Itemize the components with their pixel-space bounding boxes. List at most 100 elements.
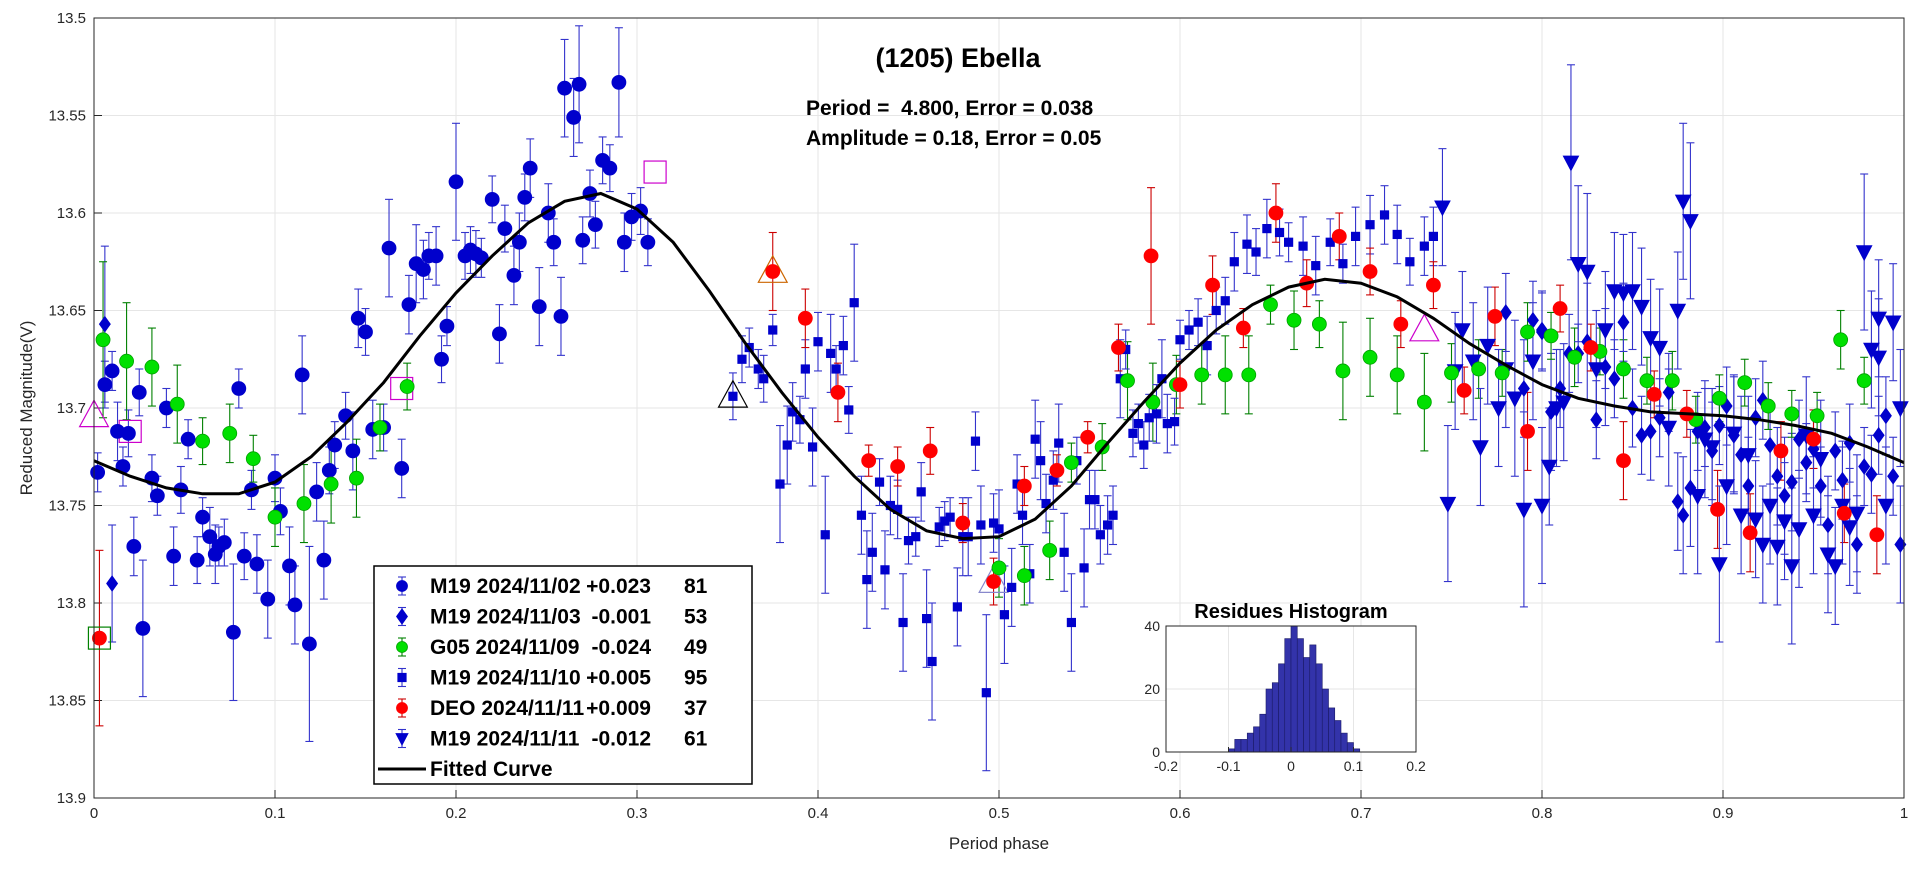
data-point	[1490, 401, 1507, 418]
open-marker	[643, 160, 667, 184]
data-point	[1453, 323, 1471, 340]
data-point	[1311, 261, 1321, 271]
data-point	[1784, 406, 1800, 422]
open-marker	[1408, 313, 1440, 342]
data-point	[1172, 377, 1188, 393]
amplitude-stats: Amplitude = 0.18, Error = 0.05	[806, 127, 1102, 150]
data-point	[97, 377, 113, 393]
x-tick-label: 1	[1900, 805, 1908, 822]
data-point	[522, 160, 538, 176]
data-point	[1263, 297, 1278, 313]
data-point	[826, 348, 836, 359]
data-point	[394, 461, 410, 476]
data-point	[1080, 429, 1096, 445]
main-ticks: 0 0.1 0.2 0.3 0.4 0.5 0.6 0.7 0.8 0.9 1 13.5 13.55 13…	[48, 10, 1908, 822]
data-point	[952, 602, 962, 612]
legend-series-name: DEO 2024/11/11	[430, 697, 584, 720]
data-point	[991, 560, 1007, 576]
data-point	[874, 477, 885, 487]
data-point	[1145, 394, 1161, 410]
histogram-bar	[1278, 663, 1286, 753]
data-point	[1552, 301, 1568, 316]
data-point	[571, 76, 587, 92]
data-point	[345, 443, 361, 459]
data-point	[231, 381, 247, 396]
data-point	[95, 332, 111, 348]
hist-y-tick-label: 20	[1144, 681, 1160, 697]
data-point	[1520, 324, 1535, 340]
data-point	[1569, 256, 1587, 273]
data-point	[1608, 370, 1621, 388]
data-point	[1205, 277, 1220, 293]
histogram-bar	[1265, 688, 1273, 753]
data-point	[1805, 508, 1822, 525]
x-tick-label: 0.4	[808, 805, 829, 822]
data-point	[1578, 264, 1596, 281]
data-point	[1555, 395, 1573, 412]
data-point	[994, 524, 1004, 534]
data-point	[1833, 332, 1849, 348]
x-tick-label: 0.9	[1713, 805, 1734, 822]
data-point	[1870, 350, 1888, 367]
data-point	[1211, 305, 1221, 316]
data-point	[1362, 349, 1378, 365]
data-point	[1143, 248, 1159, 264]
data-point	[1677, 506, 1690, 524]
data-point	[986, 574, 1001, 589]
data-point	[1850, 536, 1863, 553]
data-point	[1739, 448, 1757, 465]
fitted-curve	[93, 191, 1905, 541]
legend-series-name: M19 2024/11/03	[430, 606, 581, 629]
data-point	[1764, 436, 1777, 454]
data-point	[782, 440, 792, 450]
data-point	[922, 614, 932, 624]
data-point	[90, 464, 106, 480]
data-point	[296, 496, 312, 511]
data-point	[988, 518, 999, 528]
data-point	[922, 443, 938, 459]
data-point	[1456, 383, 1472, 398]
data-point	[1362, 264, 1378, 279]
legend-series-count: 49	[684, 636, 707, 659]
data-point	[180, 431, 196, 447]
data-point	[301, 636, 317, 652]
data-point	[1587, 362, 1605, 379]
data-point	[1696, 432, 1714, 449]
data-point	[1389, 367, 1405, 383]
data-point	[135, 620, 151, 636]
data-point	[1286, 312, 1302, 328]
data-point	[1079, 563, 1089, 573]
series-3-points	[728, 210, 1438, 698]
data-point	[981, 688, 991, 698]
data-point	[1229, 257, 1239, 267]
data-point	[120, 425, 136, 441]
data-point	[1761, 498, 1779, 515]
y-tick-label: 13.55	[48, 108, 86, 125]
data-point	[1049, 462, 1065, 478]
chart-title: (1205) Ebella	[875, 43, 1041, 73]
data-point	[830, 384, 846, 400]
data-point	[1331, 228, 1347, 244]
data-point	[1350, 231, 1361, 241]
data-point	[98, 315, 111, 333]
data-point	[428, 248, 444, 264]
data-point	[1725, 426, 1743, 443]
data-point	[1393, 316, 1409, 332]
histogram-frame	[1165, 625, 1417, 753]
data-point	[245, 451, 261, 467]
series-1-points	[98, 304, 1907, 592]
legend-series-offset: +0.005	[586, 667, 651, 690]
data-point	[225, 624, 241, 640]
series-4-points	[92, 205, 1885, 646]
data-point	[1644, 423, 1657, 440]
data-point	[1879, 407, 1892, 425]
data-point	[955, 515, 971, 531]
data-point	[1639, 373, 1655, 389]
data-point	[1562, 155, 1580, 172]
legend-series-name: G05 2024/11/09	[430, 636, 579, 659]
y-tick-label: 13.65	[48, 303, 86, 320]
open-marker	[757, 254, 789, 283]
data-point	[287, 597, 303, 613]
data-point	[1836, 471, 1849, 489]
